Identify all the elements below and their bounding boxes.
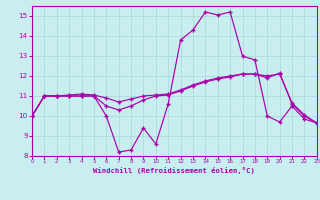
X-axis label: Windchill (Refroidissement éolien,°C): Windchill (Refroidissement éolien,°C): [93, 167, 255, 174]
